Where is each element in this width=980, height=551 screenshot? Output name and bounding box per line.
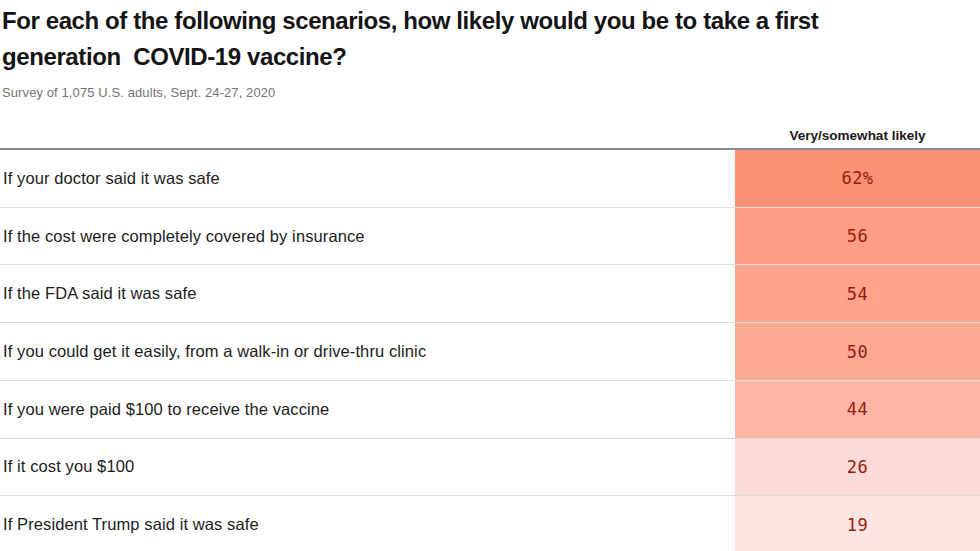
- chart-header: For each of the following scenarios, how…: [0, 0, 980, 100]
- row-label: If your doctor said it was safe: [0, 150, 735, 207]
- row-label: If you were paid $100 to receive the vac…: [0, 381, 735, 438]
- table-row: If you could get it easily, from a walk-…: [0, 322, 980, 380]
- value-cell: 50: [735, 323, 980, 380]
- table-row: If the FDA said it was safe 54: [0, 264, 980, 322]
- column-header-very-somewhat-likely: Very/somewhat likely: [735, 128, 980, 143]
- value-cell: 54: [735, 265, 980, 322]
- table-row: If the cost were completely covered by i…: [0, 207, 980, 265]
- page-title-line-2: generation COVID-19 vaccine?: [2, 39, 980, 75]
- table-row: If you were paid $100 to receive the vac…: [0, 380, 980, 438]
- value-cell: 56: [735, 208, 980, 265]
- row-label: If the cost were completely covered by i…: [0, 208, 735, 265]
- value-cell: 26: [735, 439, 980, 496]
- row-label: If it cost you $100: [0, 439, 735, 496]
- value-cell: 44: [735, 381, 980, 438]
- value-cell: 19: [735, 496, 980, 551]
- heatmap-table: If your doctor said it was safe 62% If t…: [0, 150, 980, 551]
- row-label: If President Trump said it was safe: [0, 496, 735, 551]
- value-cell: 62%: [735, 150, 980, 207]
- chart-subtitle: Survey of 1,075 U.S. adults, Sept. 24-27…: [2, 85, 980, 100]
- row-label: If you could get it easily, from a walk-…: [0, 323, 735, 380]
- row-label: If the FDA said it was safe: [0, 265, 735, 322]
- table-row: If your doctor said it was safe 62%: [0, 150, 980, 207]
- column-header-row: Very/somewhat likely: [0, 100, 980, 150]
- table-row: If it cost you $100 26: [0, 438, 980, 496]
- page-title-line-1: For each of the following scenarios, how…: [2, 3, 980, 39]
- table-row: If President Trump said it was safe 19: [0, 495, 980, 551]
